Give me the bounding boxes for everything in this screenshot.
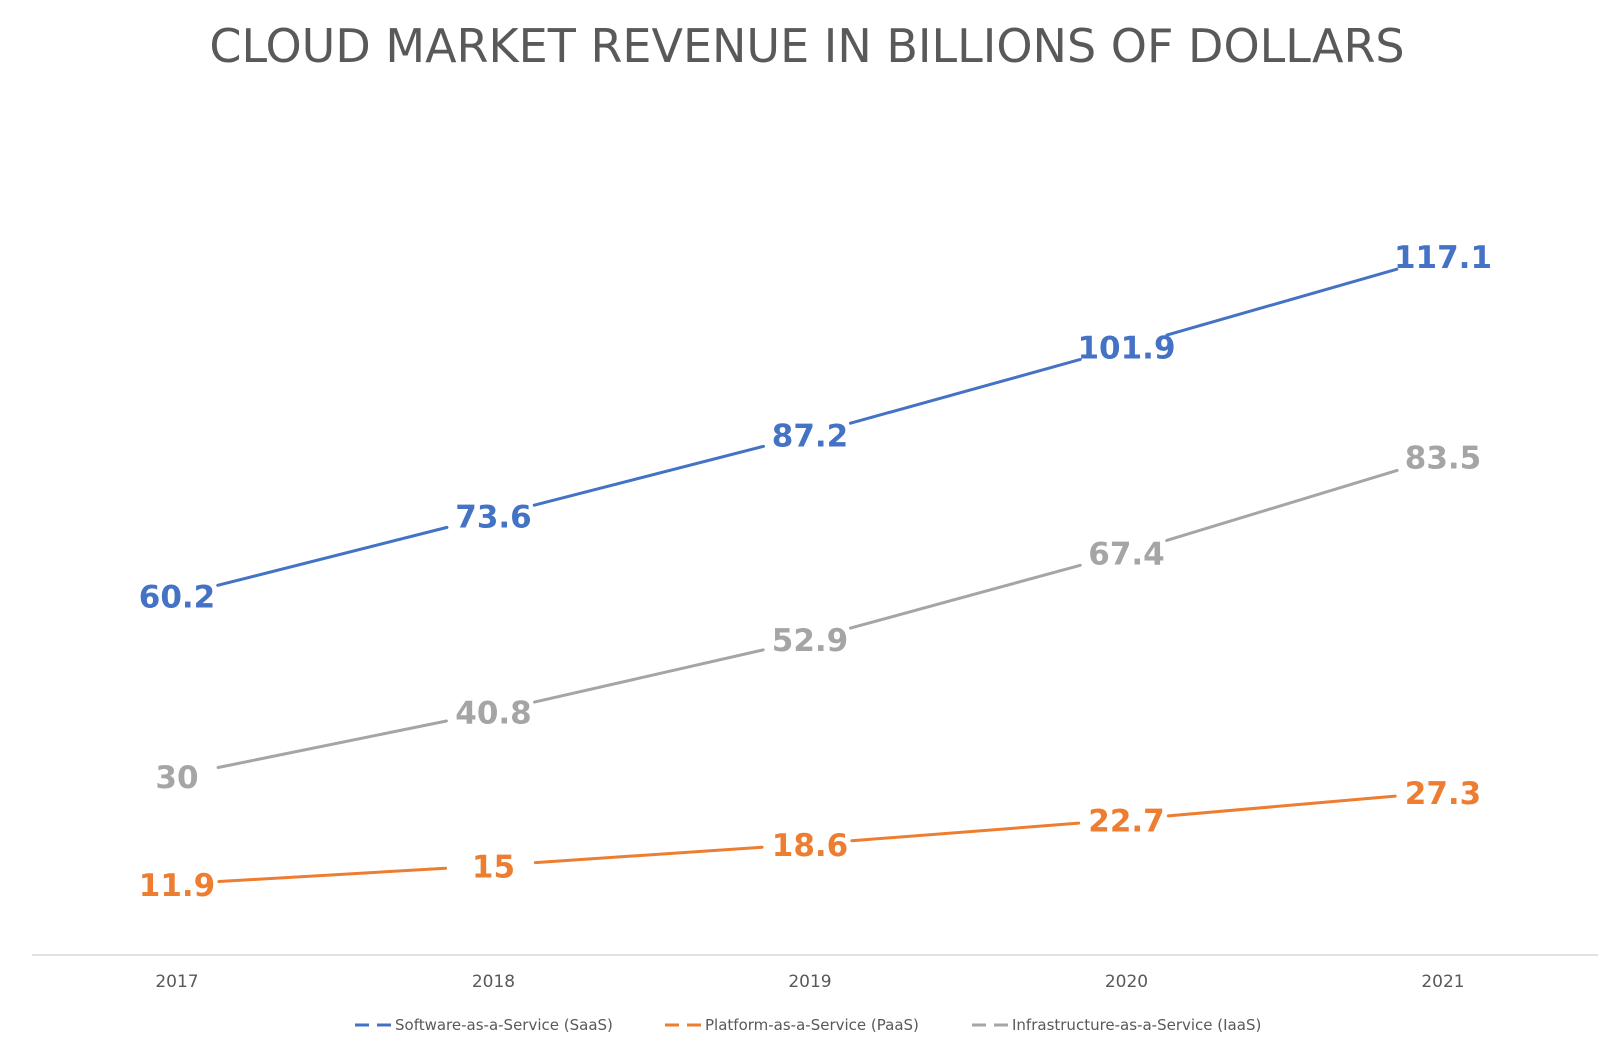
data-label: 27.3 <box>1405 776 1482 812</box>
series-line-segment <box>1165 267 1399 337</box>
data-label: 18.6 <box>772 828 849 864</box>
data-label: 40.8 <box>455 695 532 731</box>
series-2: 11.9 15 18.6 22.7 27.3 <box>139 776 1482 904</box>
data-label: 117.1 <box>1394 240 1492 276</box>
legend-item: Infrastructure-as-a-Service (IaaS) <box>972 1016 1261 1034</box>
series-line-segment <box>532 444 766 507</box>
series-line-segment <box>1166 794 1397 818</box>
series-line-segment <box>216 525 449 587</box>
data-label: 52.9 <box>772 623 849 659</box>
data-label: 87.2 <box>772 418 849 454</box>
legend-label: Software-as-a-Service (SaaS) <box>395 1016 613 1034</box>
legend-label: Platform-as-a-Service (PaaS) <box>705 1016 919 1034</box>
legend-item: Platform-as-a-Service (PaaS) <box>665 1016 919 1034</box>
series-line-segment <box>217 866 448 884</box>
series-line-segment <box>848 357 1082 425</box>
series-line-segment <box>1165 468 1399 542</box>
x-tick-label: 2021 <box>1421 972 1464 992</box>
data-label: 11.9 <box>139 868 216 904</box>
series-line-segment <box>533 845 764 865</box>
series-line-segment <box>216 719 448 770</box>
data-label: 60.2 <box>139 580 216 616</box>
data-label: 22.7 <box>1088 803 1165 839</box>
data-label: 15 <box>472 849 515 885</box>
legend-item: Software-as-a-Service (SaaS) <box>355 1016 613 1034</box>
data-label: 101.9 <box>1077 331 1175 367</box>
series-line-segment <box>532 648 765 704</box>
x-axis-ticks: 2017 2018 2019 2020 2021 <box>155 972 1464 992</box>
legend-label: Infrastructure-as-a-Service (IaaS) <box>1012 1016 1261 1034</box>
series-line-segment <box>850 821 1081 843</box>
data-label: 73.6 <box>455 500 532 536</box>
series-line-segment <box>849 563 1082 630</box>
legend: Software-as-a-Service (SaaS) Platform-as-… <box>355 1016 1261 1034</box>
x-tick-label: 2017 <box>155 972 198 992</box>
x-tick-label: 2019 <box>788 972 831 992</box>
series-3: 30 40.8 52.9 67.4 83.5 <box>155 441 1481 796</box>
x-tick-label: 2020 <box>1105 972 1148 992</box>
data-label: 67.4 <box>1088 537 1165 573</box>
chart-title: CLOUD MARKET REVENUE IN BILLIONS OF DOLL… <box>209 19 1404 73</box>
series-1: 60.2 73.6 87.2 101.9 117.1 <box>139 240 1492 616</box>
series-layer: 60.2 73.6 87.2 101.9 117.1 11.9 15 18.6 22.7 27.3… <box>139 240 1492 904</box>
data-label: 83.5 <box>1405 441 1482 477</box>
data-label: 30 <box>155 760 198 796</box>
x-tick-label: 2018 <box>472 972 515 992</box>
